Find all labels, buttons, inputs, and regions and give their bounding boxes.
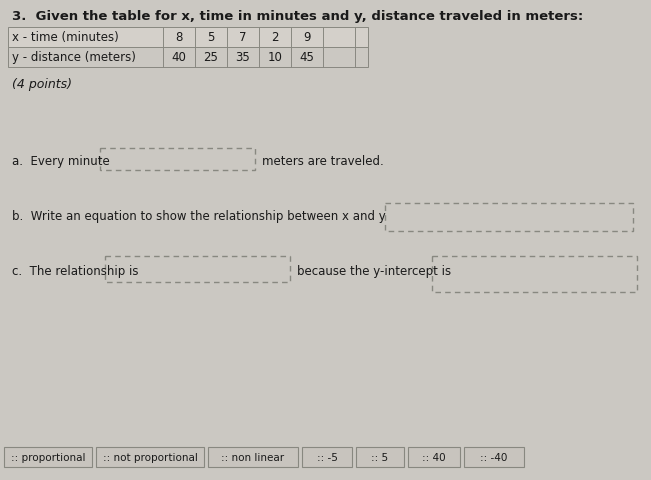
Bar xyxy=(105,256,290,282)
Bar xyxy=(385,204,633,231)
Bar xyxy=(4,447,92,467)
Text: because the y-intercept is: because the y-intercept is xyxy=(297,264,451,277)
Text: :: 40: :: 40 xyxy=(422,452,446,462)
Text: 40: 40 xyxy=(172,51,186,64)
Text: x - time (minutes): x - time (minutes) xyxy=(12,31,118,44)
Bar xyxy=(8,48,368,68)
Text: 2: 2 xyxy=(271,31,279,44)
Text: a.  Every minute: a. Every minute xyxy=(12,155,110,168)
Text: 35: 35 xyxy=(236,51,251,64)
Text: :: 5: :: 5 xyxy=(372,452,389,462)
Bar xyxy=(8,28,368,48)
Text: 8: 8 xyxy=(175,31,183,44)
Text: :: not proportional: :: not proportional xyxy=(103,452,197,462)
Bar xyxy=(208,447,298,467)
Text: b.  Write an equation to show the relationship between x and y: b. Write an equation to show the relatio… xyxy=(12,210,386,223)
Bar xyxy=(464,447,524,467)
Text: meters are traveled.: meters are traveled. xyxy=(262,155,383,168)
Text: :: proportional: :: proportional xyxy=(11,452,85,462)
Bar xyxy=(100,149,255,171)
Text: 9: 9 xyxy=(303,31,311,44)
Text: :: -5: :: -5 xyxy=(316,452,337,462)
Text: 5: 5 xyxy=(207,31,215,44)
Bar xyxy=(302,447,352,467)
Text: (4 points): (4 points) xyxy=(12,78,72,91)
Text: y - distance (meters): y - distance (meters) xyxy=(12,51,136,64)
Text: :: non linear: :: non linear xyxy=(221,452,284,462)
Bar xyxy=(408,447,460,467)
Text: 25: 25 xyxy=(204,51,219,64)
Bar xyxy=(356,447,404,467)
Text: 3.  Given the table for x, time in minutes and y, distance traveled in meters:: 3. Given the table for x, time in minute… xyxy=(12,10,583,23)
Text: 7: 7 xyxy=(240,31,247,44)
Bar xyxy=(432,256,637,292)
Text: c.  The relationship is: c. The relationship is xyxy=(12,264,139,277)
Bar xyxy=(96,447,204,467)
Text: :: -40: :: -40 xyxy=(480,452,508,462)
Text: 10: 10 xyxy=(268,51,283,64)
Text: 45: 45 xyxy=(299,51,314,64)
